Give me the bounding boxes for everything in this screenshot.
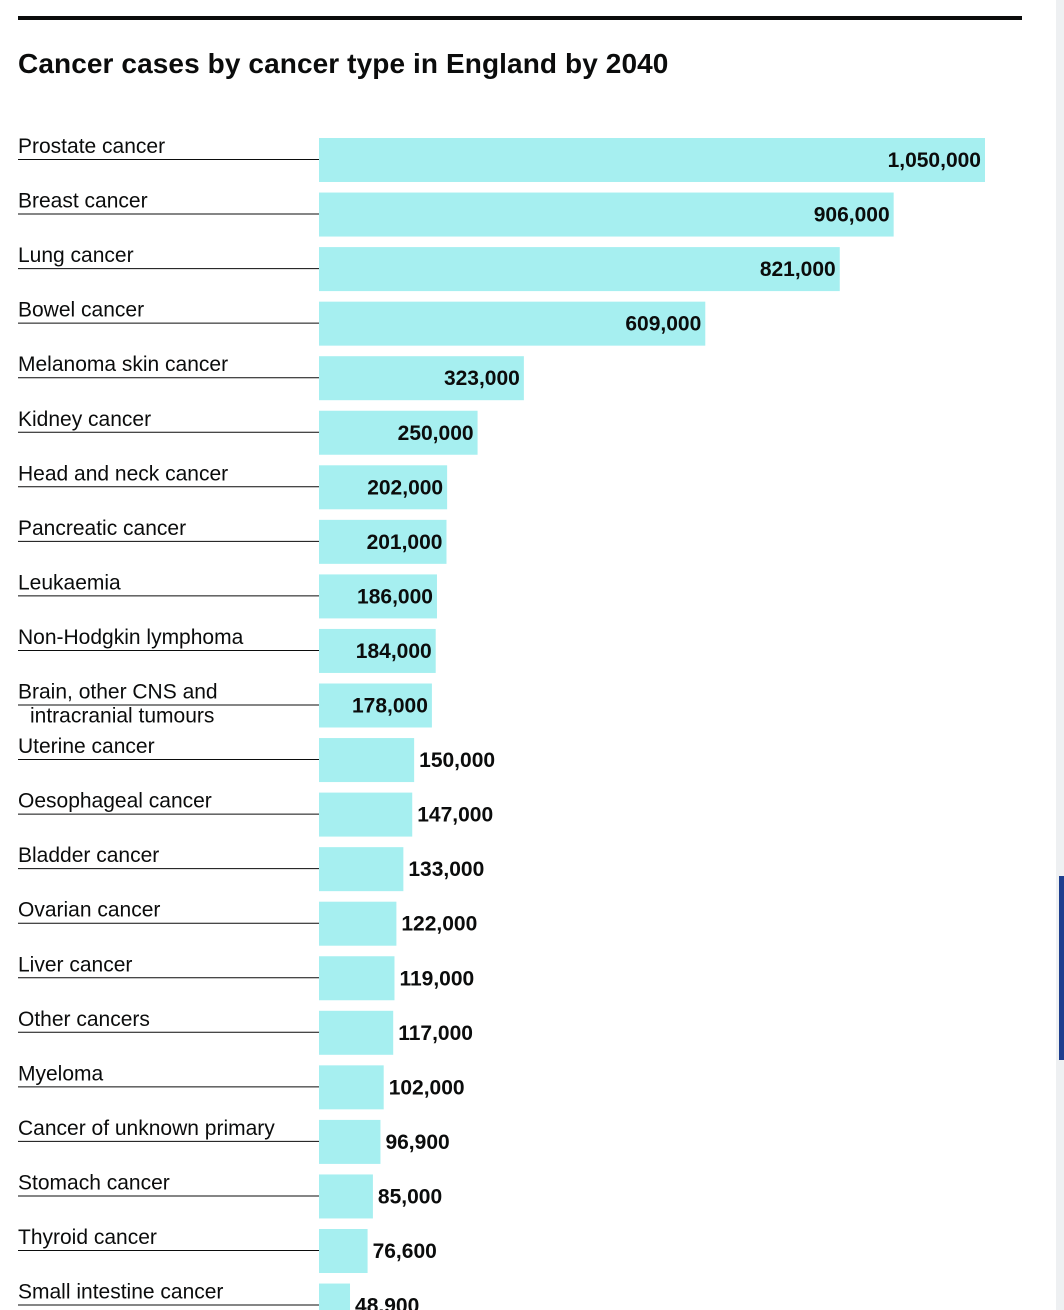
bar-row: Liver cancer 119,000 [18,953,474,1001]
category-label: Lung cancer [18,244,134,267]
bar [319,683,432,728]
category-label: Myeloma [18,1062,104,1085]
bar [319,1119,381,1164]
category-label: Bladder cancer [18,844,159,867]
value-label: 48,900 [355,1295,419,1310]
bar [319,1283,351,1310]
value-label: 147,000 [417,804,493,827]
value-label: 150,000 [419,749,495,772]
bar-row: Kidney cancer 250,000 [18,408,478,455]
value-label: 184,000 [356,640,432,663]
category-label: Stomach cancer [18,1171,170,1194]
category-label: Head and neck cancer [18,462,228,485]
bar [319,628,436,673]
category-label: Pancreatic cancer [18,517,186,540]
category-label: Prostate cancer [18,135,165,158]
category-label: Thyroid cancer [18,1226,157,1249]
bar [319,356,524,401]
value-label: 201,000 [367,531,443,554]
bar [319,301,706,346]
bar-row: Small intestine cancer 48,900 [18,1281,419,1310]
bar-row: Breast cancer 906,000 [18,190,894,237]
bar-row: Bladder cancer 133,000 [18,844,484,892]
value-label: 119,000 [399,967,474,990]
bar-row: Myeloma 102,000 [18,1062,465,1110]
bar [319,519,447,564]
category-label: Liver cancer [18,953,132,976]
top-rule [18,16,1022,20]
category-label: Brain, other CNS and intracranial tumours [18,681,218,728]
category-label: Other cancers [18,1008,150,1031]
value-label: 178,000 [352,695,428,718]
bar-row: Leukaemia 186,000 [18,571,437,619]
value-label: 117,000 [398,1022,473,1045]
bar-row: Bowel cancer 609,000 [18,299,706,346]
bar-row: Other cancers 117,000 [18,1008,473,1055]
value-label: 133,000 [408,858,484,881]
value-label: 323,000 [444,367,520,390]
value-label: 122,000 [401,913,477,936]
value-label: 186,000 [357,585,433,608]
bar-row: Thyroid cancer 76,600 [18,1226,437,1273]
value-label: 609,000 [625,313,701,336]
category-label: Uterine cancer [18,735,155,758]
bar [319,1010,394,1055]
bar [319,956,395,1001]
bar [319,1229,368,1273]
value-label: 250,000 [398,422,474,445]
bar [319,1174,373,1219]
bar [319,138,985,182]
bar-row: Melanoma skin cancer 323,000 [18,353,524,401]
bar-row: Oesophageal cancer 147,000 [18,790,493,837]
category-label: Cancer of unknown primary [18,1117,275,1140]
bar [319,247,840,292]
scrollbar-accent [1059,876,1064,1060]
category-label: Non-Hodgkin lymphoma [18,626,244,649]
bar-row: Pancreatic cancer 201,000 [18,517,447,564]
bar [319,901,397,946]
category-label: Ovarian cancer [18,899,160,922]
bar-row: Lung cancer 821,000 [18,244,840,292]
value-label: 102,000 [389,1076,465,1099]
category-label: Melanoma skin cancer [18,353,228,376]
bar [319,792,413,837]
bar-row: Ovarian cancer 122,000 [18,899,477,946]
bar [319,847,404,892]
bar [319,465,448,510]
bar-row: Uterine cancer 150,000 [18,735,495,783]
bar [319,1065,384,1110]
value-label: 1,050,000 [888,149,981,172]
category-label: Leukaemia [18,571,121,594]
bar-row: Head and neck cancer 202,000 [18,462,448,510]
category-label: Breast cancer [18,190,148,213]
category-label: Oesophageal cancer [18,790,212,813]
bar-row: Stomach cancer 85,000 [18,1171,442,1219]
bar-chart: Prostate cancer 1,050,000 Breast cancer 906… [18,135,985,1310]
scrollbar-track[interactable] [1056,0,1064,1310]
bar [319,738,415,783]
bar [319,574,437,619]
chart-title: Cancer cases by cancer type in England b… [18,48,669,79]
bar-row: Cancer of unknown primary 96,900 [18,1117,450,1164]
value-label: 906,000 [814,204,890,227]
bar [319,410,478,455]
bar-row: Prostate cancer 1,050,000 [18,135,985,182]
value-label: 85,000 [378,1185,442,1208]
value-label: 96,900 [385,1131,449,1154]
value-label: 202,000 [367,476,443,499]
category-label: Kidney cancer [18,408,151,431]
value-label: 821,000 [760,258,836,281]
bar-row: Brain, other CNS and intracranial tumours… [18,681,432,728]
bar-row: Non-Hodgkin lymphoma 184,000 [18,626,436,673]
bar [319,192,894,237]
category-label: Small intestine cancer [18,1281,223,1304]
category-label: Bowel cancer [18,299,144,322]
value-label: 76,600 [373,1240,437,1263]
